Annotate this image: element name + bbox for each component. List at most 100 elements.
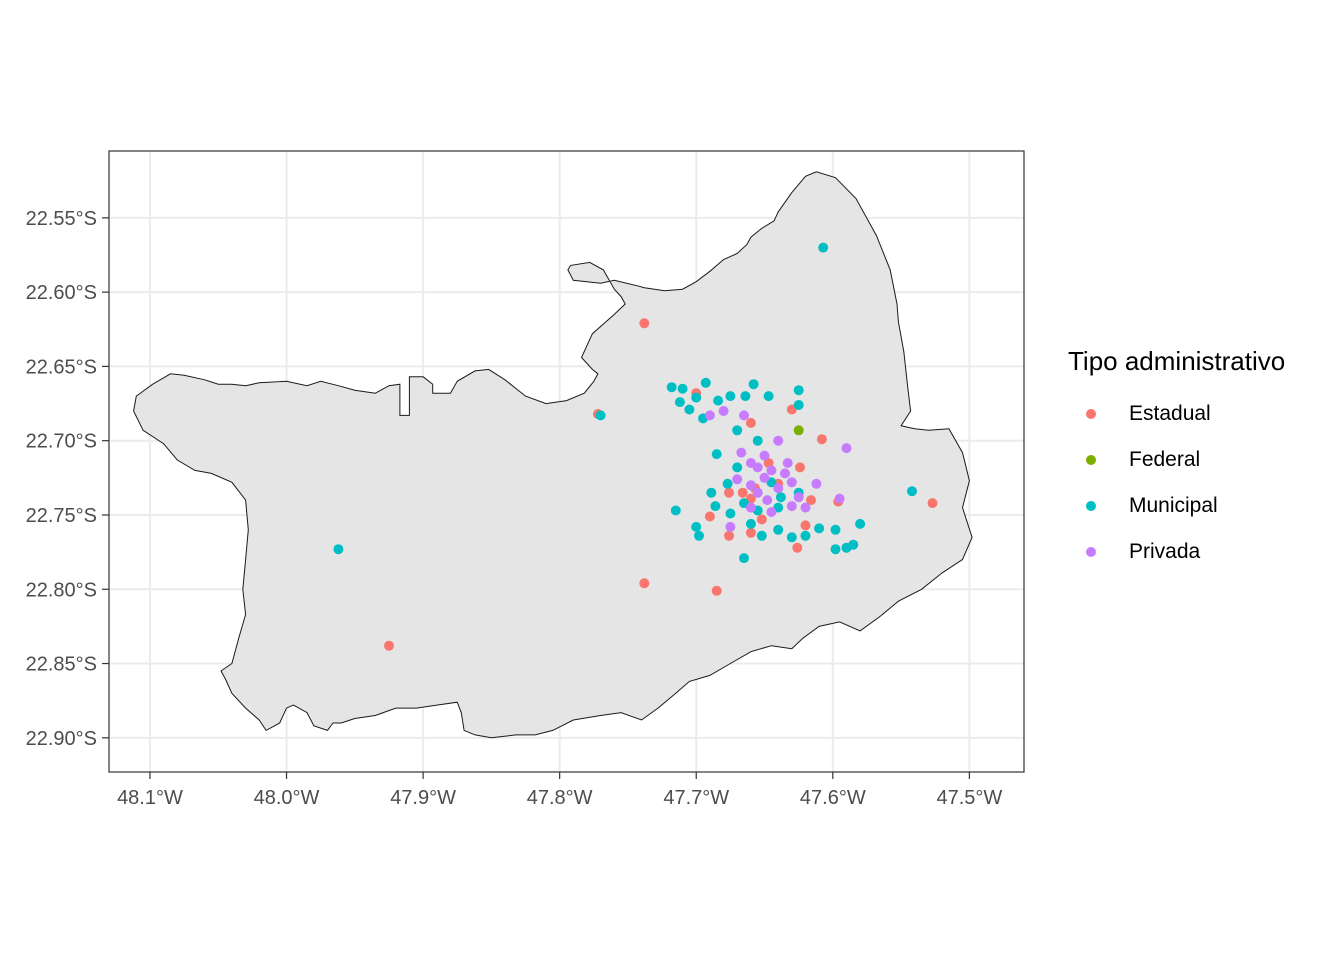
point-privada	[786, 501, 797, 512]
point-municipal	[691, 392, 702, 403]
point-municipal	[722, 478, 733, 489]
y-tick-label: 22.70°S	[26, 431, 97, 453]
point-estadual	[927, 498, 938, 509]
point-privada	[834, 493, 845, 504]
legend-item-municipal: Municipal	[1068, 483, 1285, 529]
point-privada	[773, 483, 784, 494]
point-municipal	[691, 521, 702, 532]
x-tick-label: 47.5°W	[936, 787, 1002, 809]
panel-border	[108, 150, 1025, 773]
point-municipal	[670, 505, 681, 516]
point-municipal	[711, 449, 722, 460]
point-privada	[782, 458, 793, 468]
y-tick-label: 22.90°S	[26, 728, 97, 750]
y-tick-label: 22.85°S	[26, 654, 97, 676]
point-municipal	[740, 391, 751, 402]
point-privada	[752, 462, 763, 473]
point-privada	[793, 492, 804, 503]
legend-key-estadual	[1086, 409, 1096, 419]
point-municipal	[713, 395, 724, 406]
points	[333, 242, 938, 651]
legend-key-privada	[1086, 547, 1096, 557]
point-municipal	[677, 383, 688, 394]
point-estadual	[724, 487, 734, 498]
x-tick-label: 47.9°W	[390, 787, 456, 809]
point-privada	[725, 521, 736, 532]
point-municipal	[333, 544, 344, 555]
point-estadual	[806, 495, 816, 506]
point-privada	[780, 468, 790, 479]
point-estadual	[745, 417, 756, 428]
point-privada	[704, 410, 715, 421]
point-municipal	[756, 530, 767, 541]
point-municipal	[830, 524, 841, 535]
point-municipal	[694, 530, 704, 541]
point-privada	[841, 443, 852, 454]
point-privada	[759, 472, 770, 483]
point-municipal	[786, 532, 797, 543]
x-tick-label: 47.7°W	[663, 787, 729, 809]
point-municipal	[830, 544, 841, 555]
point-privada	[736, 447, 747, 458]
point-municipal	[710, 501, 721, 512]
y-tick-label: 22.55°S	[26, 208, 97, 230]
point-privada	[762, 495, 773, 506]
y-tick-label: 22.65°S	[26, 356, 97, 378]
legend-item-estadual: Estadual	[1068, 391, 1285, 437]
point-municipal	[725, 391, 736, 402]
legend-label-estadual: Estadual	[1129, 402, 1211, 425]
point-municipal	[684, 404, 695, 415]
point-municipal	[739, 553, 749, 564]
legend-label-federal: Federal	[1129, 448, 1201, 471]
point-privada	[752, 487, 763, 498]
point-privada	[745, 502, 756, 513]
point-federal	[793, 425, 804, 436]
point-municipal	[818, 242, 829, 253]
point-municipal	[907, 486, 917, 497]
point-estadual	[745, 527, 756, 538]
legend-key-federal	[1086, 455, 1096, 465]
point-privada	[811, 478, 822, 489]
point-estadual	[384, 640, 394, 651]
legend-key-municipal	[1086, 501, 1096, 511]
point-municipal	[800, 530, 811, 541]
point-municipal	[752, 435, 763, 446]
point-municipal	[763, 391, 774, 402]
point-privada	[759, 450, 770, 461]
y-tick-label: 22.75°S	[26, 505, 97, 527]
point-privada	[745, 480, 756, 491]
point-estadual	[639, 578, 650, 589]
point-estadual	[737, 487, 748, 498]
point-municipal	[725, 508, 736, 519]
point-privada	[786, 477, 797, 488]
x-tick-label: 48.1°W	[117, 787, 183, 809]
point-privada	[800, 502, 811, 513]
point-municipal	[732, 462, 743, 473]
legend-item-privada: Privada	[1068, 529, 1285, 575]
point-estadual	[711, 585, 722, 596]
point-estadual	[724, 530, 734, 541]
point-estadual	[795, 462, 805, 473]
point-estadual	[704, 511, 715, 522]
legend-label-privada: Privada	[1129, 540, 1201, 563]
point-privada	[739, 410, 749, 421]
legend-item-federal: Federal	[1068, 437, 1285, 483]
point-privada	[718, 406, 729, 416]
point-estadual	[792, 542, 803, 553]
municipality-boundary	[133, 171, 973, 739]
point-municipal	[732, 425, 743, 436]
point-estadual	[800, 520, 811, 531]
legend-label-municipal: Municipal	[1129, 494, 1218, 517]
legend-title: Tipo administrativo	[1068, 346, 1286, 376]
y-tick-label: 22.60°S	[26, 282, 97, 304]
point-privada	[766, 507, 777, 517]
point-municipal	[793, 400, 804, 410]
point-municipal	[814, 523, 825, 534]
x-tick-label: 47.6°W	[800, 787, 866, 809]
point-municipal	[848, 539, 859, 550]
point-municipal	[748, 379, 759, 390]
point-municipal	[666, 382, 677, 393]
point-estadual	[816, 434, 827, 445]
point-municipal	[595, 410, 606, 421]
